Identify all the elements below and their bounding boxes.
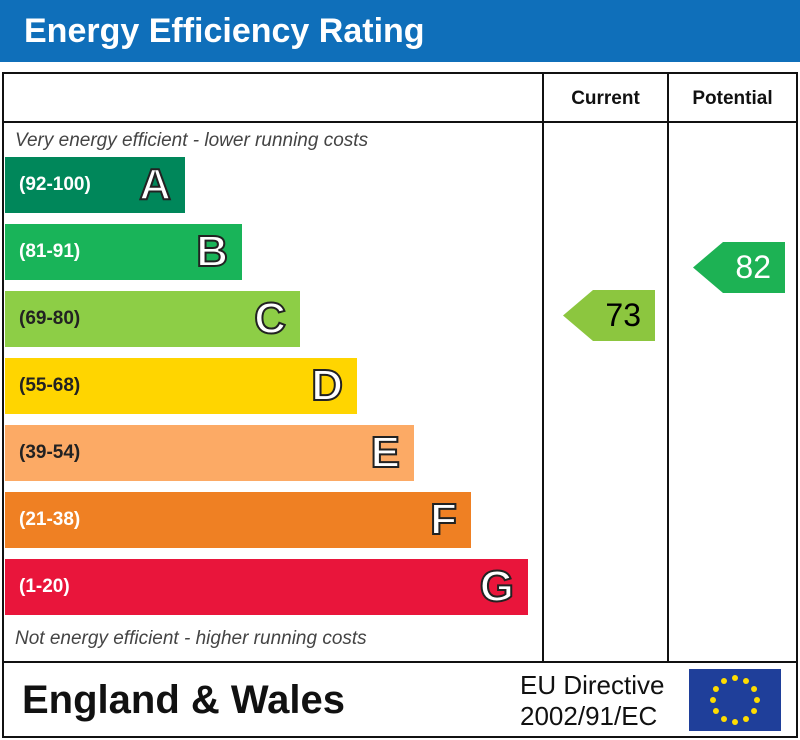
band-c: (69-80) C — [5, 291, 300, 347]
potential-rating-arrow: 82 — [693, 242, 785, 293]
band-letter: G — [479, 561, 515, 612]
band-f: (21-38) F — [5, 492, 471, 548]
band-b: (81-91) B — [5, 224, 242, 280]
star — [721, 716, 727, 723]
band-g: (1-20) G — [5, 559, 528, 615]
star — [754, 697, 760, 703]
divider — [2, 661, 798, 663]
directive-line2: 2002/91/EC — [520, 701, 658, 731]
band-range: (92-100) — [19, 174, 91, 195]
star — [743, 677, 749, 684]
star — [721, 677, 727, 684]
band-letter: B — [195, 226, 229, 277]
band-a: (92-100) A — [5, 157, 185, 213]
chart-title: Energy Efficiency Rating — [24, 12, 425, 50]
star — [751, 708, 758, 714]
band-letter: C — [253, 293, 287, 344]
band-letter: D — [310, 360, 344, 411]
star — [712, 708, 719, 714]
divider — [2, 121, 798, 123]
rating-table — [2, 72, 798, 738]
star — [732, 675, 738, 681]
band-letter: F — [429, 494, 458, 545]
current-rating-value: 73 — [605, 297, 641, 333]
band-range: (55-68) — [19, 375, 81, 396]
star — [732, 719, 738, 725]
band-range: (81-91) — [19, 241, 81, 262]
potential-header: Potential — [692, 88, 773, 109]
band-letter: E — [370, 427, 401, 478]
band-d: (55-68) D — [5, 358, 357, 414]
top-note: Very energy efficient - lower running co… — [15, 130, 369, 151]
potential-rating-value: 82 — [735, 249, 771, 285]
star — [751, 686, 758, 692]
band-e: (39-54) E — [5, 425, 414, 481]
directive-line1: EU Directive — [520, 670, 665, 700]
band-letter: A — [138, 159, 172, 210]
star — [743, 716, 749, 723]
title-bar: Energy Efficiency Rating — [0, 0, 800, 62]
band-range: (39-54) — [19, 442, 81, 463]
bottom-note: Not energy efficient - higher running co… — [15, 628, 367, 649]
eu-flag-icon — [689, 669, 781, 731]
divider — [667, 72, 669, 662]
band-range: (21-38) — [19, 509, 81, 530]
star — [710, 697, 716, 703]
current-header: Current — [571, 88, 640, 109]
star — [712, 686, 719, 692]
region-label: England & Wales — [22, 678, 346, 722]
divider — [542, 72, 544, 662]
band-range: (1-20) — [19, 576, 70, 597]
band-range: (69-80) — [19, 308, 81, 329]
